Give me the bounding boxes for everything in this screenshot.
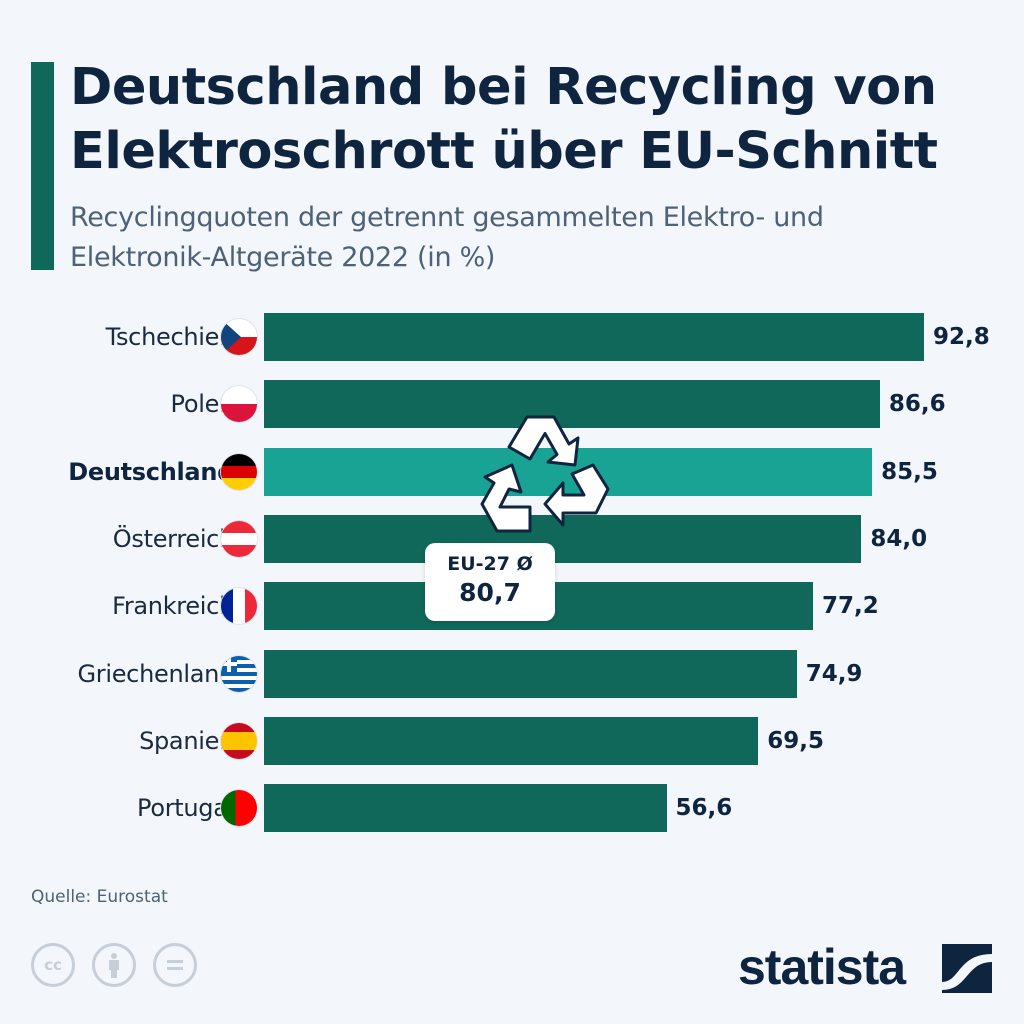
flag-poland-icon [221, 386, 257, 423]
bar [264, 716, 759, 765]
flag-portugal-icon [221, 790, 257, 827]
bar [264, 784, 667, 833]
person-icon [109, 953, 119, 978]
bar [264, 380, 880, 429]
equals-icon [167, 960, 183, 970]
flag-france-icon [221, 588, 257, 625]
category-label: Tschechien [105, 323, 235, 351]
value-label: 69,5 [767, 727, 825, 754]
cc-icon[interactable]: cc [31, 943, 75, 987]
eu-average-callout: EU-27 Ø 80,7 [425, 543, 555, 621]
flag-czechia-icon [221, 319, 257, 355]
no-derivatives-icon[interactable] [153, 943, 197, 987]
recycle-icon [480, 415, 610, 533]
value-label: 86,6 [888, 391, 946, 418]
category-label: Portugal [137, 794, 234, 823]
value-label: 77,2 [822, 593, 879, 620]
value-label: 56,6 [675, 795, 733, 822]
category-label: Spanien [139, 726, 234, 755]
value-label: 85,5 [881, 458, 938, 485]
chart-title: Deutschland bei Recycling von Elektrosch… [70, 58, 938, 181]
category-label: Griechenland [77, 659, 234, 688]
attribution-icon[interactable] [92, 943, 136, 987]
eu-average-label: EU-27 Ø [447, 553, 533, 575]
flag-austria-icon [221, 520, 257, 557]
source-text: Quelle: Eurostat [31, 887, 168, 907]
value-label: 84,0 [870, 525, 928, 552]
statista-logo-icon[interactable] [942, 944, 992, 993]
cc-icon-text: cc [44, 956, 62, 974]
flag-germany-icon [221, 453, 257, 490]
category-label: Frankreich [112, 592, 234, 621]
value-label: 92,8 [933, 324, 990, 350]
eu-average-value: 80,7 [459, 578, 521, 607]
category-label: Deutschland [68, 457, 234, 486]
bar [264, 649, 797, 698]
accent-bar [31, 62, 54, 270]
chart-subtitle: Recyclingquoten der getrennt gesammelten… [70, 202, 824, 273]
flag-spain-icon [221, 722, 257, 759]
category-label: Österreich [112, 524, 235, 553]
statista-logo-text[interactable]: statista [738, 939, 906, 995]
flag-greece-icon [221, 655, 257, 692]
value-label: 74,9 [805, 660, 863, 687]
bar [264, 313, 924, 361]
